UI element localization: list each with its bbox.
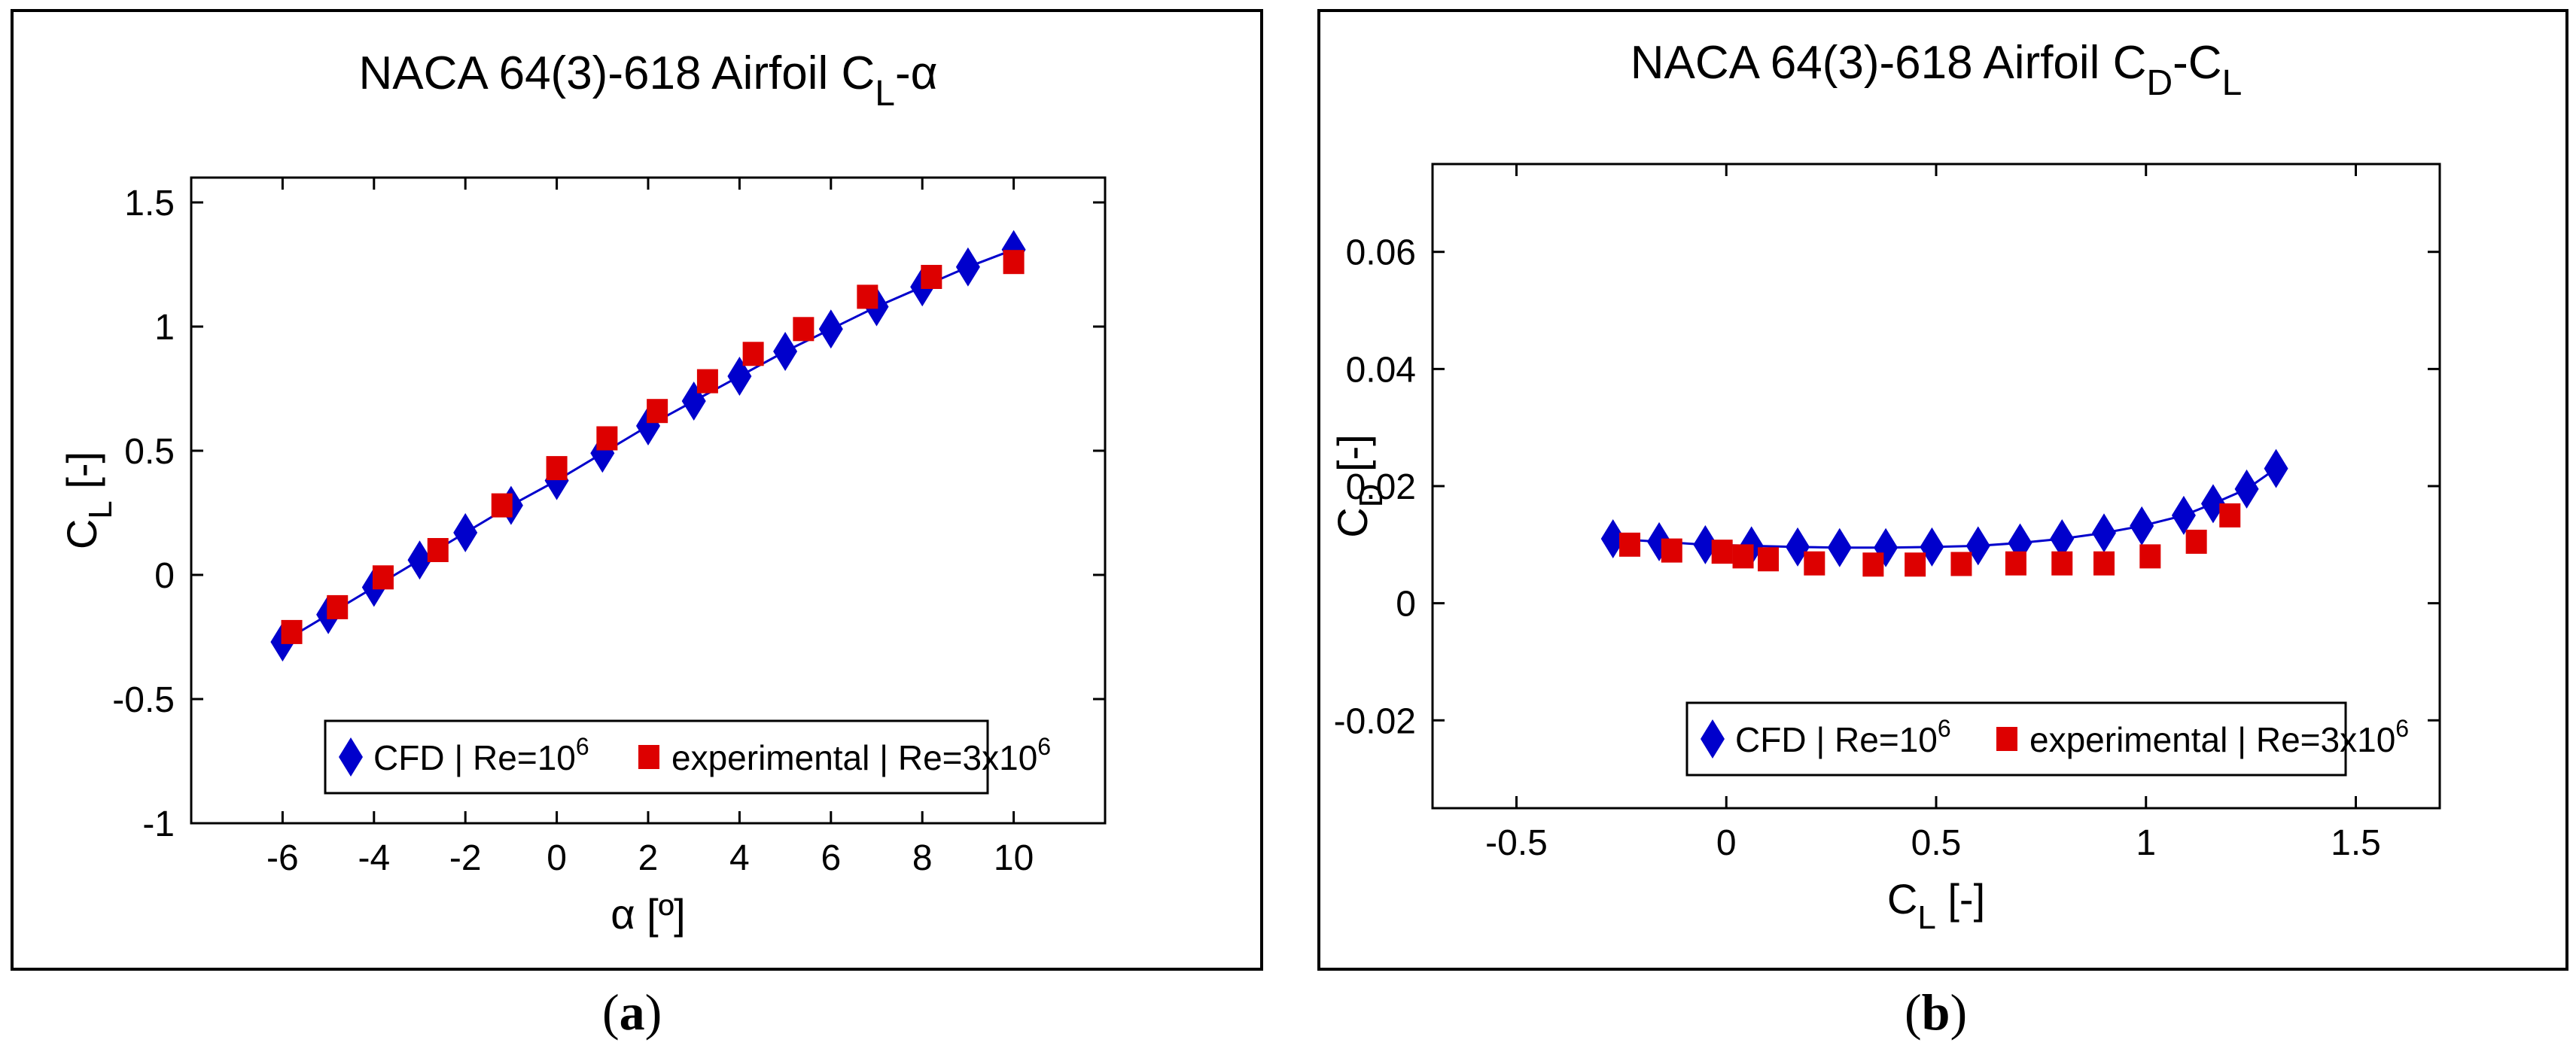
chart-b-title: NACA 64(3)-618 Airfoil CD-CL xyxy=(1631,37,2243,103)
chart-b-experimental-point xyxy=(1862,552,1884,577)
chart-b-cfd-point xyxy=(2130,506,2154,546)
chart-a-cfd-point xyxy=(453,512,478,552)
chart-b-experimental-point xyxy=(1619,532,1641,557)
chart-b-experimental-point xyxy=(2185,529,2207,554)
chart-a-ytick-label: 0.5 xyxy=(124,432,175,472)
chart-a-ytick-label: 0 xyxy=(154,556,175,596)
caption-b: (b) xyxy=(1905,984,1968,1041)
chart-b-cfd-point xyxy=(2050,519,2075,559)
chart-b-experimental-point xyxy=(2093,551,2115,576)
chart-b-ytick-label: 0.06 xyxy=(1346,233,1416,273)
chart-b-cfd-point xyxy=(2171,495,2196,535)
chart-b-legend-experimental-label: experimental | Re=3x106 xyxy=(2029,715,2409,759)
caption-a-letter: a xyxy=(619,984,645,1041)
chart-b-cfd-point xyxy=(1920,527,1944,567)
chart-a-legend-experimental-marker xyxy=(638,745,659,769)
chart-b-experimental-point xyxy=(1661,538,1682,563)
chart-b-xtick-label: -0.5 xyxy=(1485,823,1548,863)
caption-b-letter: b xyxy=(1921,984,1950,1041)
chart-a-ytick-label: 1.5 xyxy=(124,184,175,223)
chart-b-cfd-point xyxy=(1600,519,1625,559)
chart-b-experimental-point xyxy=(2139,544,2161,569)
chart-a-xtick-label: 8 xyxy=(912,838,933,878)
chart-b-cfd-point xyxy=(1693,524,1718,564)
chart-b-cfd-point xyxy=(1827,527,1852,567)
chart-a-cfd-point xyxy=(955,247,980,287)
chart-a-experimental-point xyxy=(327,594,349,619)
chart-b-xtick-label: 0 xyxy=(1716,823,1737,863)
chart-b-xtick-label: 0.5 xyxy=(1911,823,1962,863)
chart-a-xlabel: α [º] xyxy=(611,890,686,938)
chart-b-xtick-label: 1 xyxy=(2136,823,2156,863)
chart-b-ytick-label: 0.04 xyxy=(1346,350,1416,390)
chart-b-legend-cfd-marker xyxy=(1701,719,1725,759)
chart-a-plot-area xyxy=(190,176,1107,825)
chart-a-xtick-label: 4 xyxy=(729,838,750,878)
chart-a-xtick-label: 10 xyxy=(994,838,1034,878)
chart-b-cfd-point xyxy=(1647,521,1672,561)
chart-a-experimental-point xyxy=(793,317,815,342)
chart-b-experimental-point xyxy=(2219,503,2241,527)
chart-b-ylabel: CD [-] xyxy=(1329,434,1390,538)
chart-b-experimental-point xyxy=(1732,544,1754,569)
chart-b-svg: -0.5 0 0.5 1 1.5 -0.02 0 0.02 0.04 0.06 NACA 64(3)… xyxy=(1329,37,2441,936)
chart-b-cfd-point xyxy=(2092,513,2116,553)
chart-b-cfd-point xyxy=(1786,527,1810,567)
chart-a-xtick-label: 6 xyxy=(821,838,841,878)
chart-a-title: NACA 64(3)-618 Airfoil CL-α xyxy=(359,47,938,114)
chart-a-xtick-label: 2 xyxy=(638,838,659,878)
chart-a-xtick-label: -2 xyxy=(449,838,482,878)
chart-a-legend-cfd-label: CFD | Re=106 xyxy=(373,733,589,777)
chart-a-xtick-label: -4 xyxy=(358,838,390,878)
chart-a-ytick-label: -0.5 xyxy=(112,680,175,720)
chart-a-experimental-point xyxy=(742,342,764,366)
chart-a-svg: -6 -4 -2 0 2 4 6 8 10 -1 -0.5 0 0.5 1 1.5 NACA 64(3)-61… xyxy=(58,47,1107,938)
chart-a-legend-experimental-label: experimental | Re=3x106 xyxy=(671,733,1051,777)
chart-b-experimental-point xyxy=(1804,551,1825,576)
chart-b-xlabel: CL [-] xyxy=(1887,875,1985,936)
chart-a-ytick-label: -1 xyxy=(142,804,175,844)
chart-a-experimental-point xyxy=(1003,250,1025,275)
chart-a-xtick-label: -6 xyxy=(266,838,299,878)
chart-panel-b: -0.5 0 0.5 1 1.5 -0.02 0 0.02 0.04 0.06 NACA 64(3)… xyxy=(1317,9,2568,971)
caption-a: (a) xyxy=(602,984,662,1041)
chart-a-legend-cfd-marker xyxy=(339,737,363,777)
chart-a-experimental-point xyxy=(546,456,568,481)
chart-b-legend-experimental-marker xyxy=(1996,727,2017,751)
chart-b-experimental-point xyxy=(1905,552,1926,577)
chart-a-experimental-point xyxy=(281,619,303,644)
chart-a-ylabel: CL [-] xyxy=(58,451,119,549)
chart-a-experimental-point xyxy=(372,565,394,590)
chart-a-experimental-point xyxy=(696,369,718,394)
chart-a-experimental-point xyxy=(647,399,668,424)
chart-b-ytick-label: -0.02 xyxy=(1334,701,1416,741)
chart-a-cfd-point xyxy=(407,540,432,580)
chart-b-ytick-label: 0 xyxy=(1396,585,1416,625)
chart-a-xtick-label: 0 xyxy=(547,838,567,878)
chart-b-experimental-point xyxy=(1758,547,1779,572)
chart-b-experimental-point xyxy=(2005,551,2026,576)
chart-b-cfd-point xyxy=(2264,448,2288,488)
chart-b-cfd-point xyxy=(2234,469,2259,509)
chart-b-experimental-point xyxy=(1950,552,1972,576)
chart-b-experimental-point xyxy=(1711,540,1733,564)
chart-b-plot-area xyxy=(1431,163,2441,810)
chart-a-cfd-point xyxy=(818,309,843,349)
chart-a-experimental-point xyxy=(857,284,878,309)
chart-a-cfd-point xyxy=(727,357,752,396)
chart-panel-a: -6 -4 -2 0 2 4 6 8 10 -1 -0.5 0 0.5 1 1.5 NACA 64(3)-61… xyxy=(11,9,1263,971)
chart-b-cfd-point xyxy=(1965,526,1990,566)
chart-a-experimental-point xyxy=(596,426,618,451)
chart-a-experimental-point xyxy=(427,538,449,562)
chart-a-ytick-label: 1 xyxy=(154,308,175,348)
chart-b-ytick-label: 0.02 xyxy=(1346,467,1416,507)
chart-b-cfd-point xyxy=(2200,484,2225,524)
chart-a-experimental-point xyxy=(921,265,942,289)
chart-b-legend-cfd-label: CFD | Re=106 xyxy=(1735,715,1951,759)
chart-a-cfd-point xyxy=(773,332,798,371)
chart-b-experimental-point xyxy=(2051,551,2073,576)
chart-b-xtick-label: 1.5 xyxy=(2331,823,2381,863)
chart-a-experimental-point xyxy=(491,493,513,518)
